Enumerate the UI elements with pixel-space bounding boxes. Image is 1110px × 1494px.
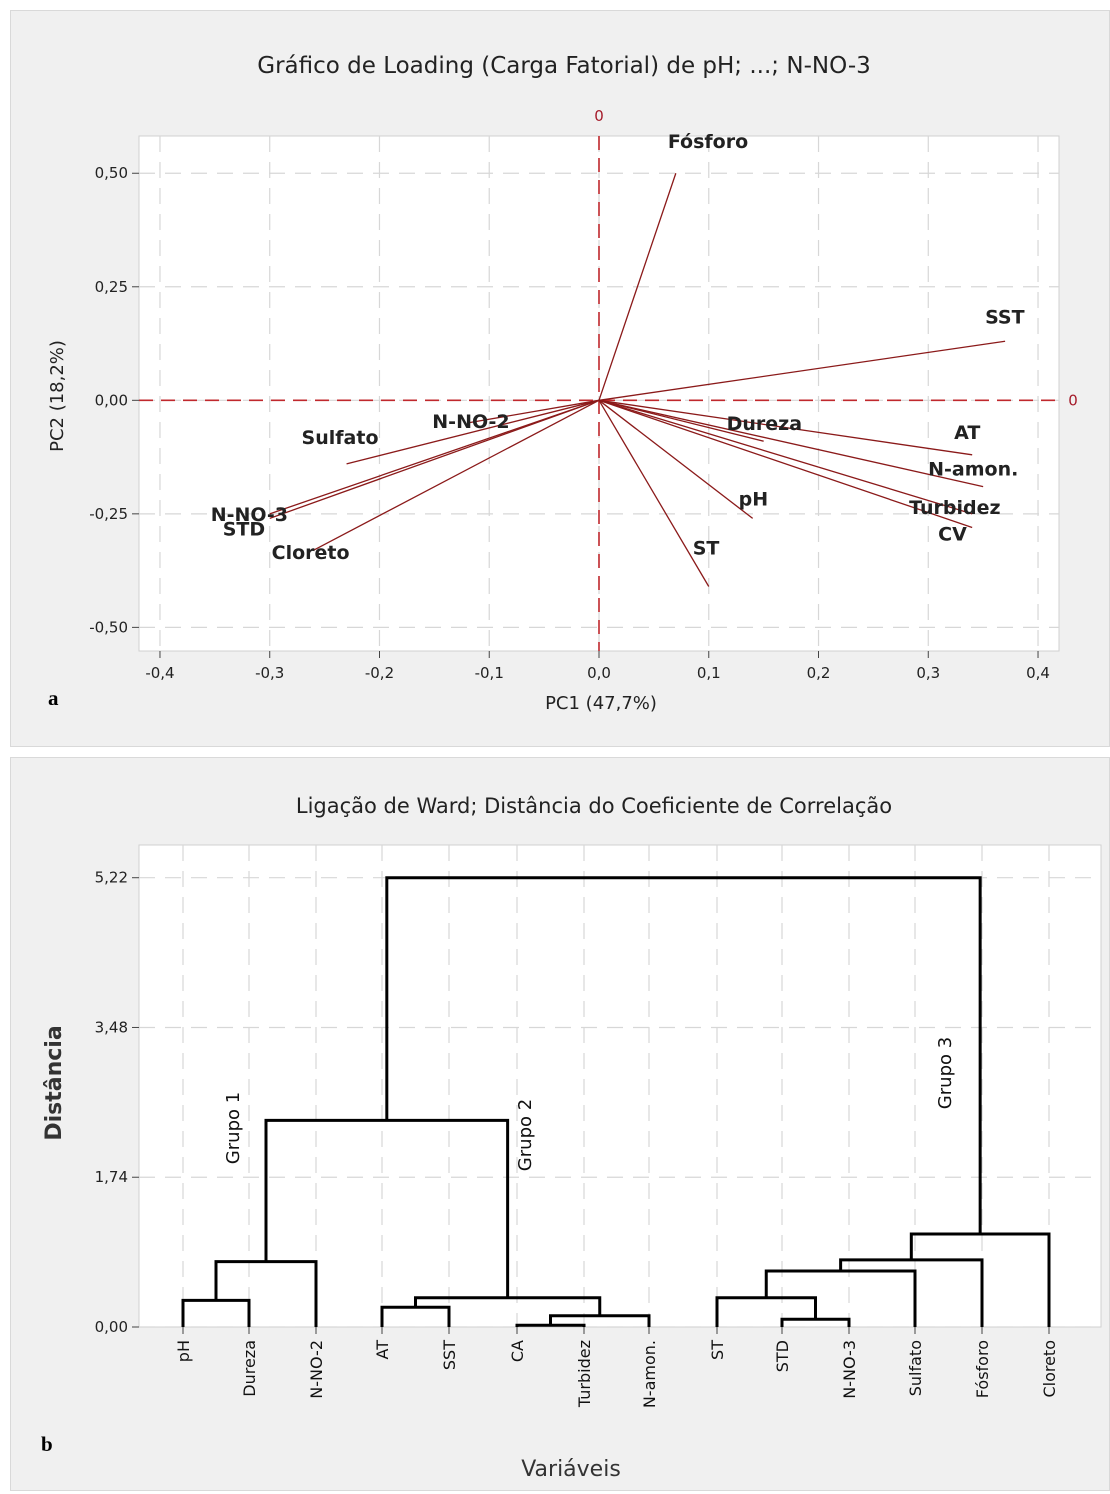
loading-vector	[598, 399, 973, 515]
dendrogram-link	[515, 1323, 586, 1327]
y-tick-label: 0,25	[95, 278, 128, 296]
loading-plot-grid	[139, 136, 1059, 651]
loading-label: pH	[739, 488, 769, 510]
loading-plot-title: Gráfico de Loading (Carga Fatorial) de p…	[257, 53, 871, 79]
leaf-label: Dureza	[240, 1340, 259, 1397]
loading-vectors	[269, 173, 1006, 587]
loading-vector	[346, 399, 600, 465]
group-label: Grupo 2	[515, 1099, 536, 1171]
y-tick-label: 5,22	[95, 869, 128, 887]
y-tick-label: -0,25	[89, 505, 128, 523]
loading-label: N-NO-2	[432, 411, 509, 433]
loading-vector	[598, 399, 710, 587]
dendrogram-link	[385, 876, 982, 1235]
loading-label: Turbidez	[909, 497, 1000, 519]
dendrogram-svg: Ligação de Ward; Distância do Coeficient…	[42, 794, 1102, 1482]
y-tick-label: -0,50	[89, 618, 128, 636]
loading-label: AT	[954, 422, 980, 444]
dendrogram-leaf-labels: pH Dureza N-NO-2 AT SST CA Turbidez N-amon. ST ST…	[174, 1340, 1059, 1408]
loading-vector	[598, 399, 754, 519]
leaf-label: N-NO-3	[840, 1340, 859, 1399]
loading-plot-axes: -0,4 -0,3 -0,2 -0,1 0,0 0,1 0,2 0,3 0,4 0,50 0,25 0…	[89, 164, 1050, 682]
leaf-label: Fósforo	[973, 1340, 992, 1398]
loading-label: Dureza	[727, 413, 802, 435]
y-tick-label: 0,50	[95, 164, 128, 182]
panel-b-letter: b	[41, 1432, 53, 1456]
dendrogram-link	[715, 1296, 817, 1327]
loading-label: N-amon.	[928, 459, 1018, 481]
leaf-label: Turbidez	[575, 1340, 594, 1408]
y-tick-label: 3,48	[95, 1018, 128, 1036]
panel-a-loading-plot: Gráfico de Loading (Carga Fatorial) de p…	[10, 10, 1110, 747]
dendrogram-link	[380, 1305, 451, 1327]
dendrogram-link	[549, 1314, 651, 1327]
x-tick-label: 0,0	[587, 664, 611, 682]
reference-label-x: 0	[594, 107, 604, 125]
leaf-label: AT	[373, 1340, 392, 1360]
dendrogram-link	[414, 1296, 602, 1316]
leaf-label: ST	[708, 1340, 727, 1360]
loading-plot-ylabel: PC2 (18,2%)	[47, 340, 68, 452]
leaf-label: Sulfato	[906, 1340, 925, 1396]
dendrogram-link	[909, 1232, 1051, 1327]
x-tick-label: 0,3	[916, 664, 940, 682]
reference-label-y: 0	[1068, 391, 1078, 409]
dendrogram-title: Ligação de Ward; Distância do Coeficient…	[296, 794, 892, 818]
dendrogram-link	[764, 1269, 917, 1327]
dendrogram-plot-area	[138, 844, 1102, 1328]
loading-vector	[269, 399, 600, 519]
x-tick-label: 0,2	[807, 664, 831, 682]
loading-label: STD	[223, 518, 265, 540]
leaf-label: pH	[174, 1340, 193, 1362]
leaf-label: STD	[773, 1340, 792, 1372]
loading-label: Fósforo	[668, 131, 748, 153]
loading-label: ST	[693, 538, 720, 560]
y-tick-label: 1,74	[95, 1168, 128, 1186]
loading-label: N-NO-3	[211, 504, 288, 526]
leaf-label: N-NO-2	[307, 1340, 326, 1399]
group-label: Grupo 1	[223, 1092, 244, 1164]
x-tick-label: -0,2	[365, 664, 394, 682]
loading-vector	[467, 399, 600, 424]
loading-vector	[598, 399, 984, 488]
loading-plot-svg: Gráfico de Loading (Carga Fatorial) de p…	[47, 53, 1078, 714]
x-tick-label: -0,3	[255, 664, 284, 682]
loading-vector	[598, 173, 677, 401]
loading-label: CV	[938, 523, 967, 545]
dendrogram-ylabel: Distância	[42, 1025, 67, 1140]
loading-vector	[598, 340, 1006, 401]
loading-vector	[598, 399, 973, 456]
dendrogram-link	[780, 1317, 851, 1327]
leaf-label: SST	[440, 1340, 459, 1370]
x-tick-label: -0,4	[145, 664, 174, 682]
y-tick-label: 0,00	[95, 391, 128, 409]
loading-plot-reference-lines: 00	[139, 107, 1078, 651]
x-tick-label: -0,1	[475, 664, 504, 682]
panel-a-letter: a	[48, 686, 59, 710]
x-tick-label: 0,1	[697, 664, 721, 682]
loading-label: Sulfato	[302, 427, 379, 449]
dendrogram-xlabel: Variáveis	[521, 1457, 621, 1482]
dendrogram-link	[264, 1118, 510, 1298]
panel-b-dendrogram: Ligação de Ward; Distância do Coeficient…	[10, 757, 1110, 1491]
loading-vector	[313, 399, 600, 551]
loading-plot-xlabel: PC1 (47,7%)	[545, 693, 657, 714]
x-tick-label: 0,4	[1026, 664, 1050, 682]
dendrogram-links	[181, 876, 1051, 1327]
loading-vector	[269, 399, 600, 515]
leaf-label: Cloreto	[1040, 1340, 1059, 1398]
y-tick-label: 0,00	[95, 1318, 128, 1336]
leaf-label: CA	[508, 1340, 527, 1362]
group-label: Grupo 3	[935, 1037, 956, 1109]
loading-label: SST	[985, 306, 1025, 328]
dendrogram-group-labels: Grupo 1 Grupo 2 Grupo 3	[223, 1037, 956, 1171]
loading-vector	[598, 399, 973, 529]
dendrogram-link	[181, 1298, 251, 1327]
leaf-label: N-amon.	[640, 1340, 659, 1408]
loading-label: Cloreto	[272, 542, 350, 564]
dendrogram-link	[214, 1260, 318, 1327]
dendrogram-axes: 0,00 1,74 3,48 5,22	[95, 869, 1050, 1336]
